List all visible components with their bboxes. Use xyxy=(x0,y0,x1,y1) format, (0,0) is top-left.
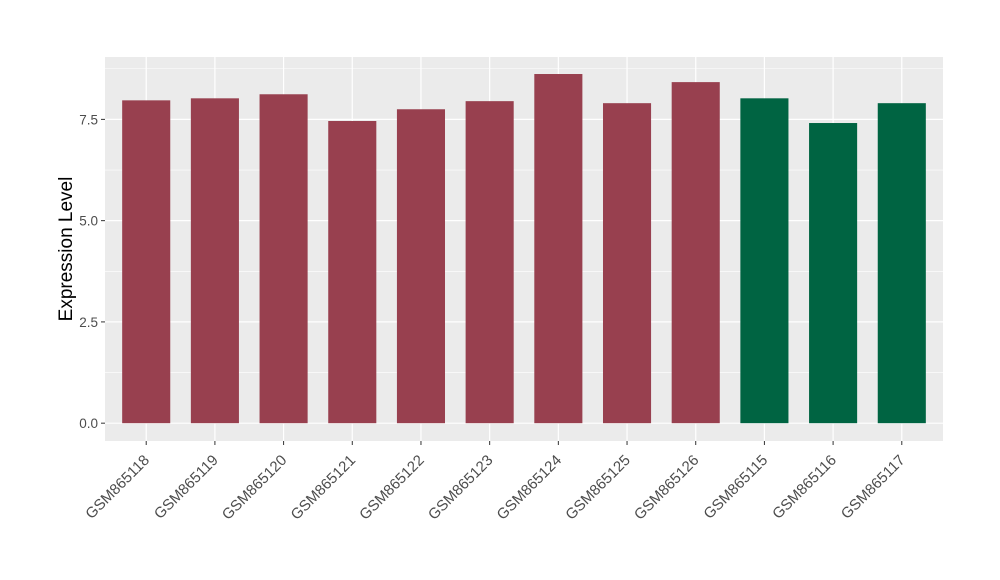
x-tick-label: GSM865115 xyxy=(700,452,771,523)
x-tick-label: GSM865120 xyxy=(219,452,291,524)
y-tick-label: 0.0 xyxy=(79,416,98,431)
bar xyxy=(259,94,308,424)
x-tick-label: GSM865121 xyxy=(288,452,360,524)
x-tick-label: GSM865123 xyxy=(425,452,497,524)
x-tick-label: GSM865118 xyxy=(82,452,153,523)
x-tick-label: GSM865124 xyxy=(494,452,566,524)
bar xyxy=(534,74,583,424)
x-tick-label: GSM865126 xyxy=(631,452,703,524)
bar xyxy=(465,101,514,424)
y-tick-label: 2.5 xyxy=(79,315,98,330)
x-tick-label: GSM865119 xyxy=(151,452,222,523)
bar xyxy=(190,98,239,424)
bar xyxy=(602,103,652,424)
bar xyxy=(809,123,858,424)
bar xyxy=(396,109,446,424)
y-axis-label: Expression Level xyxy=(56,177,77,322)
x-tick-label: GSM865116 xyxy=(769,452,840,523)
panel xyxy=(105,57,943,441)
bar xyxy=(877,103,926,424)
bar xyxy=(122,100,171,424)
x-tick-label: GSM865117 xyxy=(838,452,909,523)
y-tick-label: 7.5 xyxy=(79,112,98,127)
bar xyxy=(671,82,720,424)
bar xyxy=(328,121,377,424)
bar xyxy=(740,98,789,424)
x-tick-label: GSM865125 xyxy=(562,452,634,524)
x-tick-label: GSM865122 xyxy=(356,452,428,524)
y-tick-label: 5.0 xyxy=(79,214,98,229)
